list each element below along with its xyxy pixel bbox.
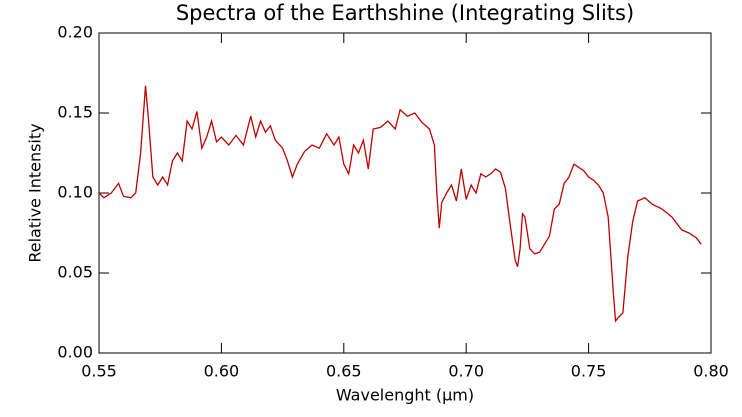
y-tick-label: 0.05 — [57, 263, 93, 282]
x-tick-label: 0.70 — [448, 362, 484, 381]
x-axis-label: Wavelenght (µm) — [336, 386, 474, 405]
chart-title: Spectra of the Earthshine (Integrating S… — [176, 1, 634, 25]
y-tick-label: 0.10 — [57, 183, 93, 202]
y-tick-label: 0.15 — [57, 103, 93, 122]
y-tick-label: 0.00 — [57, 343, 93, 362]
x-tick-label: 0.55 — [81, 362, 117, 381]
y-axis-label: Relative Intensity — [26, 123, 45, 262]
x-tick-label: 0.75 — [571, 362, 607, 381]
plot-frame — [98, 32, 712, 354]
x-tick-label: 0.65 — [326, 362, 362, 381]
x-tick-label: 0.60 — [204, 362, 240, 381]
spectrum-line — [98, 85, 702, 323]
x-tick-label: 0.80 — [693, 362, 729, 381]
y-tick-label: 0.20 — [57, 23, 93, 42]
